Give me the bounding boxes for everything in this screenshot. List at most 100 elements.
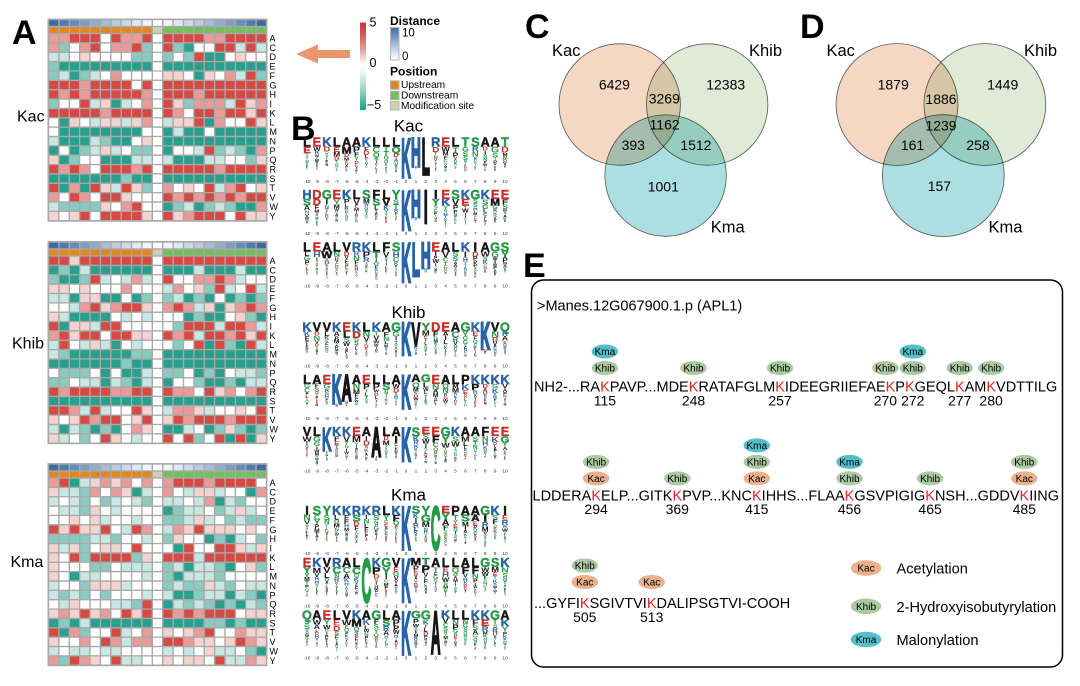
svg-text:Khib: Khib [981,364,1001,375]
svg-text:M: M [454,642,457,645]
svg-text:E: E [444,535,447,539]
svg-text:T: T [364,395,369,400]
svg-text:C: C [474,448,477,452]
svg-text:R: R [414,637,419,642]
svg-text:E: E [474,405,476,407]
svg-text:Y: Y [502,625,509,634]
svg-text:P: P [493,160,498,165]
svg-text:-6: -6 [344,416,349,422]
svg-text:L: L [455,221,457,224]
svg-text:G: G [441,424,451,439]
svg-text:5: 5 [454,656,457,662]
svg-text:-1: -1 [394,231,399,237]
svg-text:-2: -2 [384,416,389,422]
svg-text:E: E [326,642,328,645]
svg-text:D: D [474,457,476,459]
svg-text:Y: Y [335,638,338,642]
svg-text:N: N [472,151,479,159]
svg-text:K: K [415,452,418,455]
svg-text:F: F [424,580,429,585]
svg-text:N: N [491,330,499,339]
svg-text:T: T [346,273,348,276]
svg-text:W: W [464,355,467,358]
svg-text:M: M [424,638,427,641]
svg-text:S: S [344,336,350,344]
svg-text:H: H [395,274,397,277]
svg-text:C: C [306,643,308,646]
svg-text:C: C [270,487,277,497]
svg-text:C: C [304,387,310,394]
svg-text:I: I [475,398,476,401]
svg-text:A: A [443,331,449,337]
svg-text:A: A [441,239,450,254]
svg-text:S: S [474,640,477,644]
svg-text:W: W [494,455,497,458]
svg-text:P: P [375,529,378,533]
svg-text:Y: Y [494,407,496,409]
svg-text:S: S [325,339,328,343]
svg-text:T: T [366,164,368,167]
svg-text:-9: -9 [315,231,320,237]
svg-text:A: A [352,135,361,150]
svg-text:V: V [442,616,449,625]
svg-text:K: K [354,264,359,269]
svg-text:P: P [473,260,478,265]
svg-text:G: G [345,214,349,218]
svg-text:K: K [392,503,402,518]
svg-text:N: N [444,630,447,634]
svg-text:A: A [483,388,488,393]
svg-text:Khib: Khib [586,457,606,468]
svg-text:V: V [474,393,477,397]
svg-text:D: D [325,628,330,632]
svg-text:F: F [306,165,308,168]
svg-text:Q: Q [444,454,447,457]
svg-text:P: P [345,402,347,405]
svg-text:Q: Q [444,538,447,541]
svg-text:A: A [504,584,507,587]
svg-text:10: 10 [502,603,508,609]
svg-text:Q: Q [302,607,312,622]
svg-text:N: N [306,349,309,352]
svg-text:S: S [482,198,489,207]
svg-text:F: F [435,458,437,460]
svg-text:10: 10 [502,284,508,290]
svg-text:Y: Y [493,532,496,536]
svg-text:C: C [454,220,457,223]
svg-text:W: W [323,625,331,631]
svg-text:D: D [414,394,419,399]
svg-text:E: E [464,454,467,457]
svg-text:F: F [443,524,449,532]
svg-text:4: 4 [444,468,447,474]
svg-text:N: N [270,359,277,369]
svg-text:D: D [395,645,397,647]
svg-text:-10: -10 [304,179,311,185]
svg-text:-5: -5 [354,603,359,609]
svg-text:M: M [434,269,437,272]
svg-text:Y: Y [313,518,320,527]
svg-text:C: C [365,166,368,169]
svg-text:T: T [335,445,340,450]
svg-text:D: D [444,543,446,546]
svg-text:P: P [325,159,328,163]
svg-text:Q: Q [493,523,498,527]
svg-text:393: 393 [622,137,646,153]
svg-text:G: G [462,146,469,154]
svg-text:8: 8 [484,231,487,237]
svg-text:6429: 6429 [599,77,630,93]
svg-text:K: K [461,187,471,202]
svg-text:D: D [484,400,487,403]
svg-text:-2: -2 [384,551,389,557]
svg-text:M: M [355,456,358,459]
svg-text:T: T [306,263,309,267]
svg-text:L: L [355,163,358,166]
svg-text:H: H [393,250,400,259]
svg-text:K: K [413,435,420,443]
svg-text:R: R [385,269,388,272]
svg-text:H: H [270,90,277,100]
svg-text:M: M [502,152,508,157]
svg-text:L: L [306,266,309,270]
svg-text:H: H [494,348,497,351]
svg-text:E: E [523,247,546,285]
svg-text:C: C [415,407,417,409]
svg-text:S: S [315,387,320,393]
